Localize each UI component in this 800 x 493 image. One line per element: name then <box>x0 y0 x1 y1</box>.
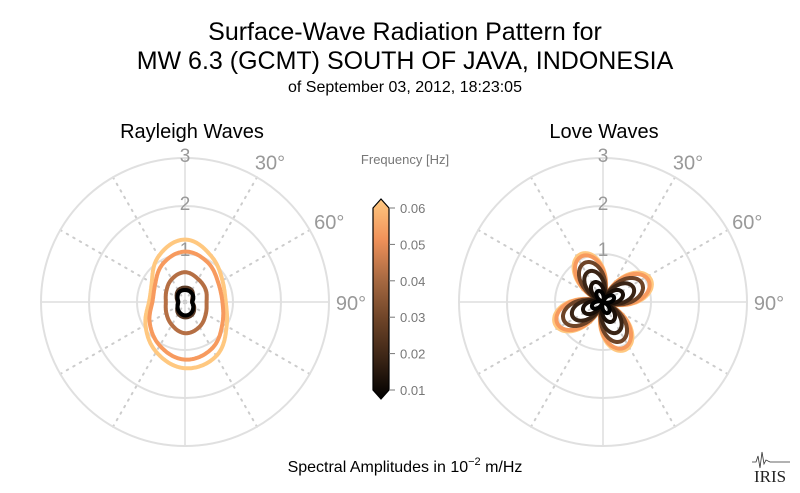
colorbar-tick-label: 0.01 <box>400 383 425 398</box>
radial-tick-label: 1 <box>598 240 609 261</box>
title-line-1: Surface-Wave Radiation Pattern for <box>208 18 602 46</box>
angular-gridline <box>602 229 729 303</box>
rayleigh-curve-0.06 <box>143 237 229 371</box>
rayleigh-polar-plot: 123 30°60°90° <box>40 146 366 447</box>
colorbar-tick-label: 0.04 <box>400 274 425 289</box>
rayleigh-curve-0.01 <box>175 288 196 318</box>
colorbar-tick-label: 0.03 <box>400 310 425 325</box>
angular-gridline <box>112 301 186 428</box>
iris-logo: IRIS <box>752 451 790 486</box>
radial-tick-label: 3 <box>598 146 609 167</box>
caption-suffix: m/Hz <box>481 459 523 476</box>
radial-tick-label: 2 <box>180 194 191 215</box>
angle-tick-label: 60° <box>732 212 762 234</box>
panel-title-love: Love Waves <box>549 121 658 143</box>
panel-title-rayleigh: Rayleigh Waves <box>120 121 264 143</box>
title-line-2: MW 6.3 (GCMT) SOUTH OF JAVA, INDONESIA <box>137 47 674 75</box>
colorbar-label: Frequency [Hz] <box>361 152 449 167</box>
angular-gridline <box>184 301 258 428</box>
rayleigh-curve-0.035 <box>163 270 209 336</box>
angle-tick-label: 90° <box>754 293 784 315</box>
radial-gridline <box>136 253 234 351</box>
subtitle: of September 03, 2012, 18:23:05 <box>288 79 522 96</box>
angle-tick-label: 60° <box>314 212 344 234</box>
caption: Spectral Amplitudes in 10−2 m/Hz <box>288 456 523 476</box>
angular-gridline <box>59 229 186 303</box>
angular-gridline <box>184 176 258 303</box>
angular-gridline <box>112 176 186 303</box>
angle-tick-label: 30° <box>255 153 285 175</box>
angular-gridline <box>530 176 604 303</box>
radial-gridline <box>88 205 282 399</box>
angle-tick-label: 90° <box>336 293 366 315</box>
angular-gridline <box>477 301 604 375</box>
angle-tick-label: 30° <box>673 153 703 175</box>
angular-gridline <box>602 301 676 428</box>
radial-gridline <box>40 157 330 447</box>
iris-logo-text: IRIS <box>754 467 786 486</box>
love-curve-0.01 <box>589 288 617 316</box>
angular-gridline <box>59 301 186 375</box>
angular-gridline <box>184 229 311 303</box>
colorbar-tick-label: 0.02 <box>400 347 425 362</box>
radial-gridline <box>458 157 748 447</box>
colorbar: Frequency [Hz] 0.06 0.05 0.04 0.03 0.02 0.01 <box>361 152 449 400</box>
colorbar-bar <box>372 198 390 400</box>
radial-gridline <box>506 205 700 399</box>
radial-tick-label: 2 <box>598 194 609 215</box>
colorbar-tick-label: 0.06 <box>400 201 425 216</box>
love-polar-plot: 1 2 3 30° 60° 90° <box>458 146 784 447</box>
caption-exponent: −2 <box>468 456 481 468</box>
caption-prefix: Spectral Amplitudes in 10 <box>288 459 469 476</box>
rayleigh-curve-0.05 <box>147 249 226 362</box>
radial-gridline <box>554 253 652 351</box>
radial-tick-label: 3 <box>180 146 191 167</box>
colorbar-tick-label: 0.05 <box>400 237 425 252</box>
